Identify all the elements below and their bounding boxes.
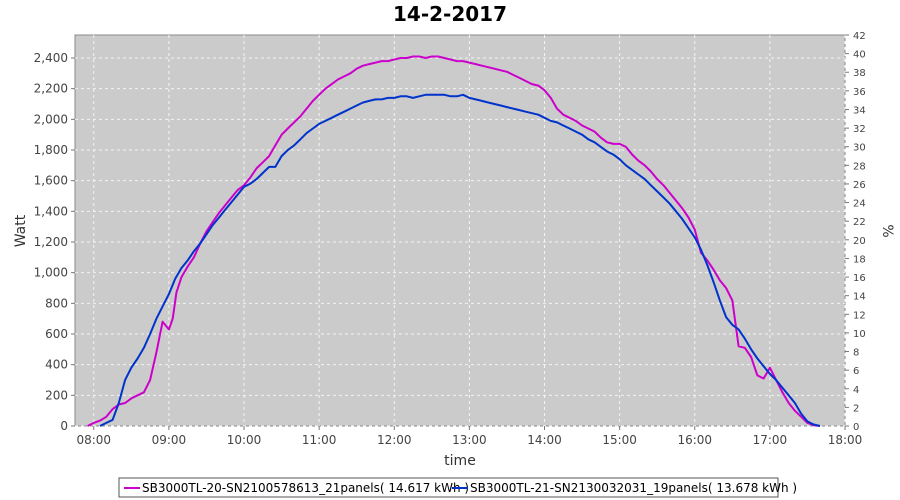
y-tick-label: 600 xyxy=(45,327,68,341)
y2-tick-label: 34 xyxy=(853,105,866,116)
y-tick-label: 400 xyxy=(45,358,68,372)
y-tick-label: 1,000 xyxy=(34,266,68,280)
x-axis: 08:00 09:00 10:00 11:00 12:00 13:00 14:00 15:00… xyxy=(76,426,862,447)
y2-tick-label: 16 xyxy=(853,273,866,284)
y2-tick-label: 4 xyxy=(853,385,859,396)
x-tick-label: 11:00 xyxy=(302,433,337,447)
x-tick-label: 10:00 xyxy=(227,433,262,447)
y-tick-label: 2,200 xyxy=(34,82,68,96)
x-tick-label: 12:00 xyxy=(377,433,412,447)
grid xyxy=(75,35,846,427)
y2-tick-label: 26 xyxy=(853,180,866,191)
y-tick-label: 0 xyxy=(60,419,68,433)
y-tick-label: 1,600 xyxy=(34,174,68,188)
y2-tick-label: 32 xyxy=(853,124,866,135)
y2-tick-label: 40 xyxy=(853,50,866,61)
y2-tick-label: 12 xyxy=(853,310,866,321)
y-axis: 0 200 400 600 800 1,000 1,200 1,400 1,600 1,800 2,… xyxy=(34,51,75,433)
x-tick-label: 09:00 xyxy=(152,433,187,447)
y2-tick-label: 10 xyxy=(853,329,866,340)
y-axis-label: Watt xyxy=(13,214,29,247)
y2-tick-label: 30 xyxy=(853,143,866,154)
y-tick-label: 1,800 xyxy=(34,143,68,157)
chart-title: 14-2-2017 xyxy=(393,2,507,26)
x-tick-label: 14:00 xyxy=(527,433,562,447)
y2-tick-label: 6 xyxy=(853,366,859,377)
plot-area xyxy=(74,34,846,427)
x-tick-label: 16:00 xyxy=(677,433,712,447)
x-tick-label: 15:00 xyxy=(602,433,637,447)
x-tick-label: 18:00 xyxy=(828,433,863,447)
y2-tick-label: 24 xyxy=(853,199,866,210)
y-tick-label: 2,000 xyxy=(34,112,68,126)
y2-tick-label: 0 xyxy=(853,422,859,433)
y2-tick-label: 18 xyxy=(853,254,866,265)
y-tick-label: 1,200 xyxy=(34,235,68,249)
x-tick-label: 08:00 xyxy=(76,433,111,447)
y2-tick-label: 8 xyxy=(853,348,859,359)
y-tick-label: 2,400 xyxy=(34,51,68,65)
legend-box xyxy=(118,477,779,498)
series-line-1 xyxy=(87,55,821,427)
y2-tick-label: 2 xyxy=(853,403,859,414)
x-axis-label: time xyxy=(444,453,476,469)
y2-tick-label: 38 xyxy=(853,68,866,79)
y2-tick-label: 36 xyxy=(853,87,866,98)
y2-tick-label: 28 xyxy=(853,161,866,172)
y-tick-label: 800 xyxy=(45,296,68,310)
legend: SB3000TL-20-SN2100578613_21panels( 14.61… xyxy=(118,477,797,498)
y2-tick-label: 42 xyxy=(853,31,866,42)
y-tick-label: 200 xyxy=(45,388,68,402)
legend-label-series-2: SB3000TL-21-SN2130032031_19panels( 13.67… xyxy=(470,481,797,495)
y-tick-label: 1,400 xyxy=(34,204,68,218)
legend-label-series-1: SB3000TL-20-SN2100578613_21panels( 14.61… xyxy=(142,481,469,495)
y2-tick-label: 20 xyxy=(853,236,866,247)
y2-tick-label: 14 xyxy=(853,292,866,303)
series-lines xyxy=(87,55,821,427)
y2-axis-label: % xyxy=(879,224,895,237)
x-tick-label: 17:00 xyxy=(753,433,788,447)
series-line-2 xyxy=(99,93,821,427)
x-tick-label: 13:00 xyxy=(452,433,487,447)
y2-tick-label: 22 xyxy=(853,217,866,228)
